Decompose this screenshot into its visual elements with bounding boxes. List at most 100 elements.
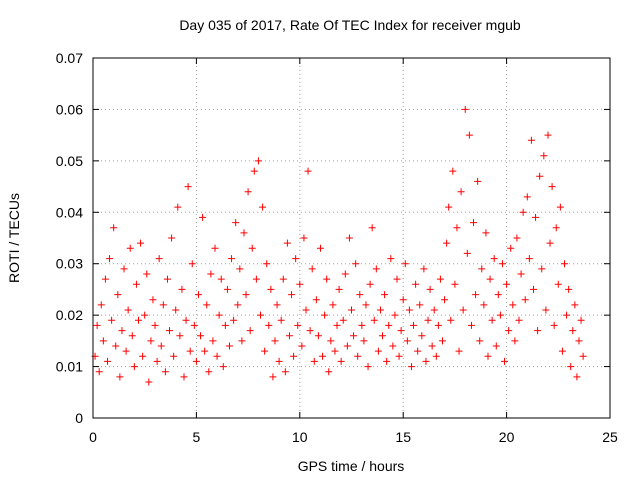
data-point xyxy=(490,255,498,263)
y-tick-label: 0.07 xyxy=(56,50,83,66)
data-point xyxy=(207,270,215,278)
data-point xyxy=(391,311,399,319)
data-point xyxy=(552,224,560,232)
data-point xyxy=(281,368,289,376)
data-point xyxy=(418,332,426,340)
data-point xyxy=(482,229,490,237)
data-point xyxy=(304,167,312,175)
data-point xyxy=(434,321,442,329)
data-point xyxy=(116,373,124,381)
y-tick-label: 0.06 xyxy=(56,101,83,117)
data-point xyxy=(519,208,527,216)
data-point xyxy=(577,316,585,324)
data-point xyxy=(474,177,482,185)
data-point xyxy=(356,291,364,299)
data-point xyxy=(112,342,120,350)
data-point xyxy=(188,260,196,268)
data-point xyxy=(230,316,238,324)
data-point xyxy=(329,301,337,309)
data-point xyxy=(126,244,134,252)
data-point xyxy=(263,260,271,268)
data-point xyxy=(416,301,424,309)
data-point xyxy=(410,321,418,329)
data-point xyxy=(103,357,111,365)
data-point xyxy=(153,357,161,365)
data-point xyxy=(197,332,205,340)
data-point xyxy=(447,316,455,324)
data-point xyxy=(143,270,151,278)
data-point xyxy=(345,234,353,242)
data-point xyxy=(199,213,207,221)
data-point xyxy=(209,337,217,345)
data-point xyxy=(420,265,428,273)
data-point xyxy=(292,255,300,263)
data-point xyxy=(310,357,318,365)
data-point xyxy=(507,244,515,252)
y-tick-label: 0.04 xyxy=(56,204,83,220)
data-point xyxy=(370,316,378,324)
data-point xyxy=(470,219,478,227)
data-point xyxy=(561,260,569,268)
data-point xyxy=(302,306,310,314)
data-point xyxy=(453,224,461,232)
data-point xyxy=(265,321,273,329)
data-point xyxy=(205,368,213,376)
data-point xyxy=(97,301,105,309)
data-point xyxy=(223,285,231,293)
data-point xyxy=(271,337,279,345)
data-point xyxy=(184,183,192,191)
data-point xyxy=(128,332,136,340)
data-point xyxy=(457,188,465,196)
data-point xyxy=(525,255,533,263)
data-point xyxy=(106,255,114,263)
data-point xyxy=(217,275,225,283)
data-point xyxy=(459,306,467,314)
data-point xyxy=(283,239,291,247)
data-point xyxy=(254,157,262,165)
data-point xyxy=(480,301,488,309)
data-point xyxy=(124,306,132,314)
data-point xyxy=(174,203,182,211)
data-point xyxy=(145,378,153,386)
data-point xyxy=(501,357,509,365)
data-point xyxy=(389,342,397,350)
data-point xyxy=(366,280,374,288)
data-point xyxy=(130,363,138,371)
data-point xyxy=(374,347,382,355)
data-point xyxy=(403,337,411,345)
data-point xyxy=(484,352,492,360)
data-point xyxy=(498,260,506,268)
data-point xyxy=(467,321,475,329)
data-point xyxy=(472,291,480,299)
data-point xyxy=(364,363,372,371)
data-point xyxy=(358,321,366,329)
data-point xyxy=(288,291,296,299)
data-point xyxy=(339,316,347,324)
data-point xyxy=(261,347,269,355)
data-point xyxy=(405,306,413,314)
data-point xyxy=(163,275,171,283)
data-point xyxy=(546,239,554,247)
data-point xyxy=(149,296,157,304)
data-point xyxy=(509,301,517,309)
data-point xyxy=(571,301,579,309)
data-point xyxy=(186,347,194,355)
data-point xyxy=(426,285,434,293)
data-point xyxy=(118,327,126,335)
data-point xyxy=(132,280,140,288)
data-point xyxy=(463,249,471,257)
data-point xyxy=(350,332,358,340)
data-point xyxy=(412,280,420,288)
data-point xyxy=(521,296,529,304)
data-point xyxy=(563,311,571,319)
data-point xyxy=(110,224,118,232)
data-point xyxy=(139,352,147,360)
data-point xyxy=(517,270,525,278)
data-point xyxy=(176,332,184,340)
data-point xyxy=(316,244,324,252)
data-point xyxy=(455,347,463,355)
data-point xyxy=(438,337,446,345)
x-tick-label: 10 xyxy=(292,429,308,445)
data-point xyxy=(451,280,459,288)
data-point xyxy=(337,357,345,365)
